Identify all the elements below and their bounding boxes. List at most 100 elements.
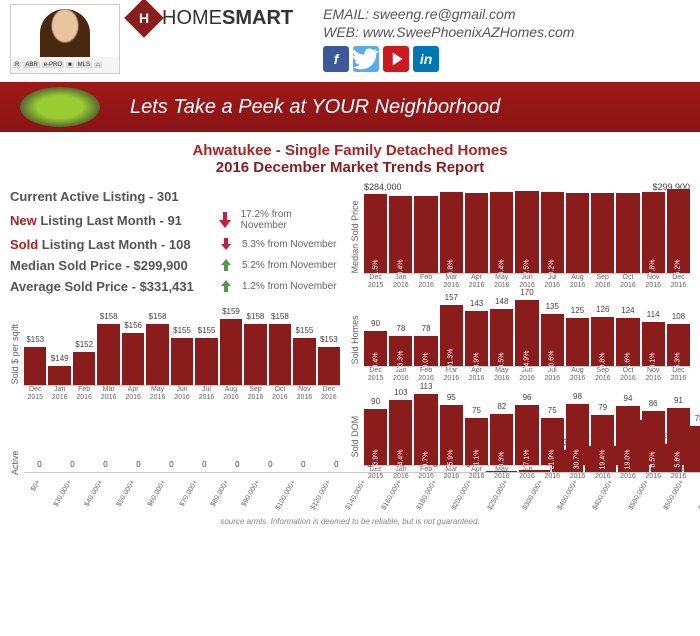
- social-icons: f in: [323, 46, 574, 72]
- bar: $149: [48, 366, 70, 385]
- x-label: Jun2016: [515, 274, 538, 289]
- x-label: $30,000+: [53, 479, 74, 508]
- x-label: Nov 2016: [642, 367, 665, 382]
- x-label: $60,000+: [147, 479, 168, 508]
- bar: 780.0%: [414, 336, 437, 366]
- banner-image: [20, 87, 100, 127]
- x-label: Aug2016: [566, 274, 589, 289]
- bar: 3.4%: [490, 192, 513, 273]
- x-label: $120,000+: [310, 479, 333, 511]
- x-label: Dec2016: [667, 274, 690, 289]
- y-label-dom: Sold DOM: [350, 391, 360, 481]
- x-label: Dec2016: [318, 386, 340, 401]
- x-label: Apr2016: [465, 274, 488, 289]
- bar: $158: [244, 324, 266, 385]
- bar: 1.5%: [364, 194, 387, 273]
- x-label: May2016: [146, 386, 168, 401]
- x-label: $80,000+: [210, 479, 231, 508]
- bar: 1139.7%: [414, 394, 437, 465]
- x-label: Apr 2016: [465, 367, 488, 382]
- x-label: Dec 2016: [667, 367, 690, 382]
- trend-arrow-icon: [218, 257, 234, 273]
- x-label: $90,000+: [241, 479, 262, 508]
- x-label: Feb 2016: [414, 367, 437, 382]
- bar: 7521.9%: [541, 418, 564, 465]
- bar: $155: [171, 338, 193, 385]
- bar: 829.3%: [490, 414, 513, 465]
- stat-row: Current Active Listing - 301: [10, 189, 340, 204]
- youtube-icon[interactable]: [383, 46, 409, 72]
- x-label: May 2016: [490, 367, 513, 382]
- twitter-icon[interactable]: [353, 46, 379, 72]
- x-label: Sep 2016: [591, 367, 614, 382]
- logo-icon: H: [124, 0, 164, 38]
- bar: [465, 193, 488, 273]
- bar: 9830.7%: [566, 404, 589, 465]
- facebook-icon[interactable]: f: [323, 46, 349, 72]
- stats-block: Current Active Listing - 301 New Listing …: [10, 189, 340, 294]
- x-label: Jun2016: [171, 386, 193, 401]
- bar: [414, 196, 437, 273]
- x-label: Oct2016: [616, 274, 639, 289]
- web-label: WEB:: [323, 24, 359, 40]
- bar: 915.8%: [667, 408, 690, 465]
- footer-disclaimer: source armls. Information is deemed to b…: [0, 517, 700, 526]
- right-column: Median Sold Price $284,000 $299,900 1.5%…: [350, 184, 690, 513]
- x-label: Nov2016: [642, 274, 665, 289]
- bar: [591, 193, 614, 273]
- linkedin-icon[interactable]: in: [413, 46, 439, 72]
- report-titles: Ahwatukee - Single Family Detached Homes…: [0, 142, 700, 176]
- x-label: Oct2016: [269, 386, 291, 401]
- banner-text: Lets Take a Peek at YOUR Neighborhood: [130, 96, 500, 119]
- bar: 9617.1%: [515, 405, 538, 465]
- x-label: Oct 2016: [616, 367, 639, 382]
- contact-info: EMAIL: sweeng.re@gmail.com WEB: www.Swee…: [323, 4, 574, 72]
- bar: 1241.6%: [616, 318, 639, 366]
- bar: 1483.5%: [490, 309, 513, 367]
- stat-row: Average Sold Price - $331,4311.2% from N…: [10, 278, 340, 294]
- x-label: Mar2016: [97, 386, 119, 401]
- x-label: $50,000+: [115, 479, 136, 508]
- bar: 2: [486, 471, 517, 472]
- x-label: Jan2016: [48, 386, 70, 401]
- title-line-2: 2016 December Market Trends Report: [0, 159, 700, 176]
- chart-sold: Sold Homes 908.4%7813.3%780.0%157101.3%1…: [350, 297, 690, 382]
- x-label: $100,000+: [274, 479, 297, 511]
- bar: $152: [73, 352, 95, 385]
- x-label: Jul2016: [195, 386, 217, 401]
- bar: 868.5%: [642, 411, 665, 465]
- x-label: May2016: [490, 274, 513, 289]
- bar: $158: [97, 324, 119, 385]
- trend-arrow-icon: [218, 278, 234, 294]
- bar: 10314.4%: [389, 400, 412, 464]
- x-label: Aug2016: [220, 386, 242, 401]
- y-label-sqft: Sold $ per sq/ft: [10, 306, 20, 401]
- chart-sqft: Sold $ per sq/ft $153$149$152$158$156$15…: [10, 306, 340, 401]
- logo: H HOMESMART: [130, 4, 293, 32]
- bar: 7521.1%: [465, 418, 488, 465]
- bar: 157101.3%: [440, 305, 463, 366]
- bar: [566, 193, 589, 273]
- bar: $159: [220, 319, 242, 385]
- email-value: sweeng.re@gmail.com: [373, 6, 516, 22]
- bar: [616, 193, 639, 273]
- email-label: EMAIL:: [323, 6, 369, 22]
- x-label: Dec 2015: [364, 367, 387, 382]
- bar: 0.4%: [389, 196, 412, 273]
- title-line-1: Ahwatukee - Single Family Detached Homes: [0, 142, 700, 159]
- x-label: $40,000+: [84, 479, 105, 508]
- agent-photo: [11, 5, 119, 57]
- stat-row: New Listing Last Month - 9117.2% from No…: [10, 209, 340, 231]
- banner: Lets Take a Peek at YOUR Neighborhood: [0, 82, 700, 132]
- trend-arrow-icon: [217, 212, 233, 228]
- bar: 1438.9%: [465, 311, 488, 367]
- x-label: Feb2016: [73, 386, 95, 401]
- x-label: Dec2015: [364, 274, 387, 289]
- bar: 6.8%: [440, 192, 463, 273]
- y-label-active: Active: [10, 413, 20, 513]
- x-label: Sep2016: [591, 274, 614, 289]
- bar: $156: [122, 333, 144, 385]
- x-label: Nov2016: [293, 386, 315, 401]
- chart-median: Median Sold Price $284,000 $299,900 1.5%…: [350, 184, 690, 289]
- bar: 1148.1%: [642, 322, 665, 366]
